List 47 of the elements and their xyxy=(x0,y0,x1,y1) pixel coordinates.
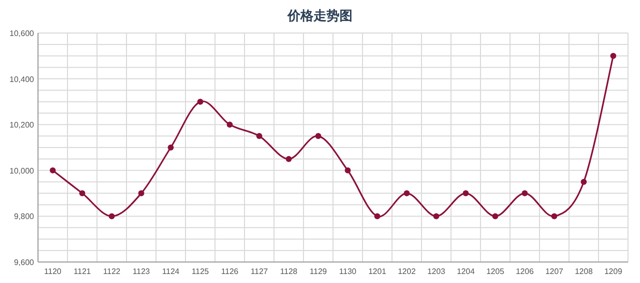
point xyxy=(462,190,469,196)
y-tick-label: 9,600 xyxy=(14,258,35,267)
point xyxy=(286,156,292,162)
point xyxy=(168,144,174,150)
point xyxy=(344,167,351,174)
x-tick-label: 1124 xyxy=(162,267,180,276)
y-tick-label: 10,000 xyxy=(10,166,35,176)
point xyxy=(580,178,587,185)
y-tick-label: 10,200 xyxy=(10,120,35,130)
point xyxy=(522,190,528,196)
x-tick-label: 1125 xyxy=(192,267,210,276)
x-tick-label: 1128 xyxy=(280,267,298,276)
point xyxy=(374,213,380,220)
point xyxy=(50,167,56,174)
x-tick-label: 1201 xyxy=(368,267,387,276)
x-tick-label: 1127 xyxy=(250,267,268,276)
point xyxy=(138,190,144,196)
point xyxy=(256,133,262,140)
point xyxy=(551,213,558,220)
chart-title: 价格走势图 xyxy=(286,8,352,23)
x-tick-label: 1205 xyxy=(486,267,505,276)
x-tick-label: 1202 xyxy=(398,267,416,276)
point xyxy=(492,213,498,220)
x-tick-label: 1207 xyxy=(545,267,564,276)
y-tick-label: 10,400 xyxy=(10,74,35,84)
point xyxy=(197,98,204,105)
x-tick-label: 1121 xyxy=(74,267,92,276)
x-tick-label: 1203 xyxy=(427,267,446,276)
x-tick-label: 1126 xyxy=(221,267,239,276)
x-tick-label: 1204 xyxy=(456,267,476,276)
y-tick-label: 10,600 xyxy=(10,29,35,38)
point xyxy=(433,213,440,220)
point xyxy=(226,122,233,128)
point xyxy=(404,190,410,196)
x-tick-label: 1206 xyxy=(516,267,534,276)
y-tick-label: 9,800 xyxy=(14,212,35,222)
x-tick-label: 1123 xyxy=(132,267,150,276)
point xyxy=(108,213,115,220)
x-tick-label: 1129 xyxy=(310,267,328,276)
x-tick-label: 1130 xyxy=(339,267,357,276)
point xyxy=(610,52,616,59)
point xyxy=(315,133,322,140)
x-tick-label: 1208 xyxy=(574,267,594,276)
x-tick-label: 1122 xyxy=(103,267,121,276)
point xyxy=(79,190,86,196)
x-tick-label: 1120 xyxy=(44,267,62,276)
x-tick-label: 1209 xyxy=(604,267,623,276)
